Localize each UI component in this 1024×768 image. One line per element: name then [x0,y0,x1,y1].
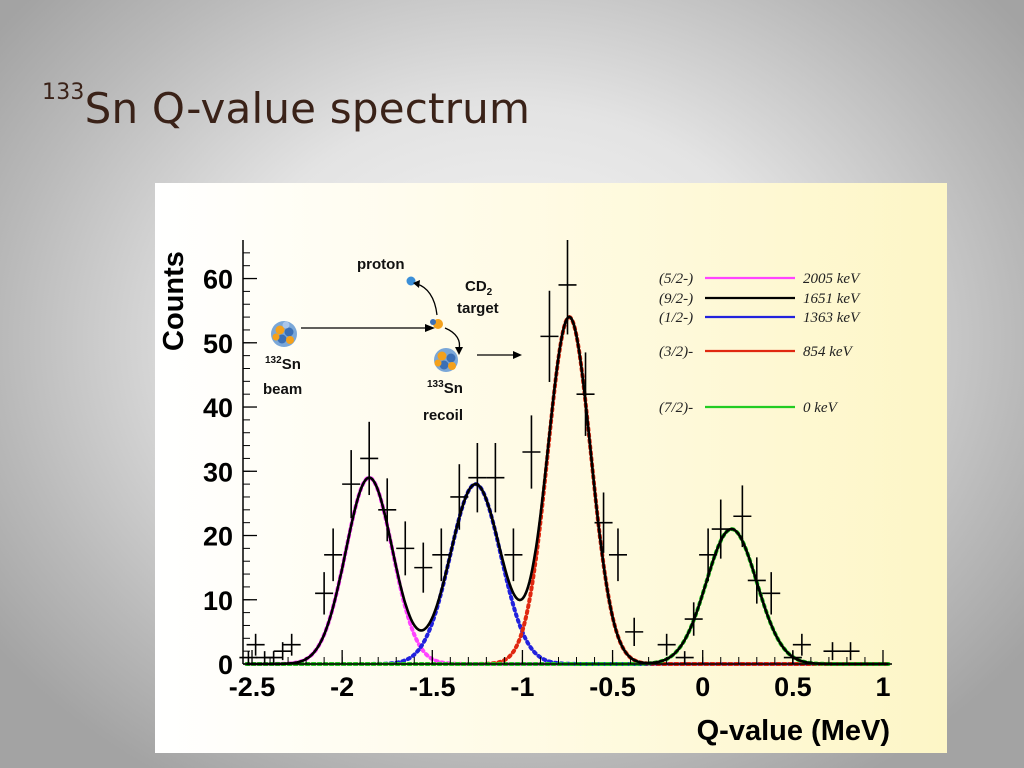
x-tick-label: -0.5 [589,672,636,702]
data-point [378,478,397,542]
beam-isotope-label: 132Sn [265,355,301,373]
data-point [711,499,730,559]
x-tick-label: 0.5 [774,672,812,702]
recoil-label: recoil [423,407,463,424]
y-tick-label: 0 [218,650,233,680]
data-point [246,633,265,656]
data-points [239,240,860,664]
data-point [823,642,842,661]
x-tick-label: 1 [875,672,890,702]
legend-energy-label: 2005 keV [803,271,861,287]
beam-arrow-icon [301,324,435,332]
data-point [792,633,811,656]
sn132-beam-nucleus-icon [271,321,297,347]
data-point [504,528,523,582]
x-axis-label: Q-value (MeV) [697,715,890,747]
fit-curves [244,314,891,666]
spectrum-figure: -2.5 -2 -1.5 -1 -0.5 0 0.5 1 0 10 20 30 40 50 60 Q-val… [155,183,947,753]
data-point [684,602,703,636]
data-point [747,557,766,604]
data-point [342,450,361,519]
data-point [558,240,577,335]
data-point [576,352,595,436]
data-point [625,617,644,647]
data-point [733,485,752,548]
cd2-target-icon [430,319,443,329]
legend-state-label: (7/2)- [659,400,693,416]
y-tick-label: 20 [203,522,233,552]
data-point [432,528,451,582]
data-point [414,542,433,593]
data-point [522,415,541,489]
x-tick-label: -2 [330,672,354,702]
proton-arrow-icon [413,280,438,316]
proton-label: proton [357,256,404,273]
legend-state-label: (1/2-) [659,310,693,326]
x-tick-label: 0 [695,672,710,702]
reaction-diagram: proton CD2 target 132Sn beam 133Sn recoi… [263,256,522,424]
legend-energy-label: 854 keV [803,344,854,360]
component-curve [244,527,891,666]
data-point [594,492,613,553]
data-point [396,521,415,576]
data-point [468,443,487,513]
target-label-line2: target [457,300,499,317]
data-point [486,443,505,513]
y-tick-label: 50 [203,329,233,359]
legend-energy-label: 0 keV [803,400,839,416]
data-point [324,528,343,582]
legend-state-label: (3/2)- [659,344,693,360]
legend-energy-label: 1363 keV [803,310,861,326]
beam-label: beam [263,381,302,398]
legend-state-label: (9/2-) [659,291,693,307]
y-tick-label: 10 [203,586,233,616]
component-curve [244,314,891,666]
legend: (5/2-) 2005 keV (9/2-) 1651 keV (1/2-) 1363 k… [659,271,861,416]
data-point [315,572,334,615]
title-superscript: 133 [42,80,85,105]
data-point [762,572,781,615]
x-tick-label: -2.5 [229,672,276,702]
data-point [699,528,718,582]
x-tick-label: -1 [510,672,534,702]
data-point [360,421,379,496]
data-point [450,464,469,530]
component-curve [244,482,891,666]
legend-state-label: (5/2-) [659,271,693,287]
data-point [264,651,283,664]
data-point [540,290,559,382]
recoil-arrow-icon [444,327,463,355]
data-point [608,528,627,582]
slide-title: 133Sn Q-value spectrum [42,80,531,133]
data-point [841,642,860,661]
total-fit-curve [246,315,889,666]
x-tick-label: -1.5 [409,672,456,702]
target-label: CD2 [465,278,493,298]
data-point [657,633,676,656]
legend-energy-label: 1651 keV [803,291,861,307]
data-point [282,633,301,656]
y-axis-label: Counts [158,251,190,351]
title-text: Sn Q-value spectrum [84,84,531,133]
data-point [273,642,292,661]
y-tick-label: 30 [203,457,233,487]
y-tick-label: 60 [203,265,233,295]
recoil-isotope-label: 133Sn [427,379,463,397]
proton-icon [406,276,416,286]
sn133-recoil-nucleus-icon [434,348,458,372]
outgoing-arrow-icon [477,351,522,359]
axes [242,240,892,665]
y-tick-label: 40 [203,393,233,423]
